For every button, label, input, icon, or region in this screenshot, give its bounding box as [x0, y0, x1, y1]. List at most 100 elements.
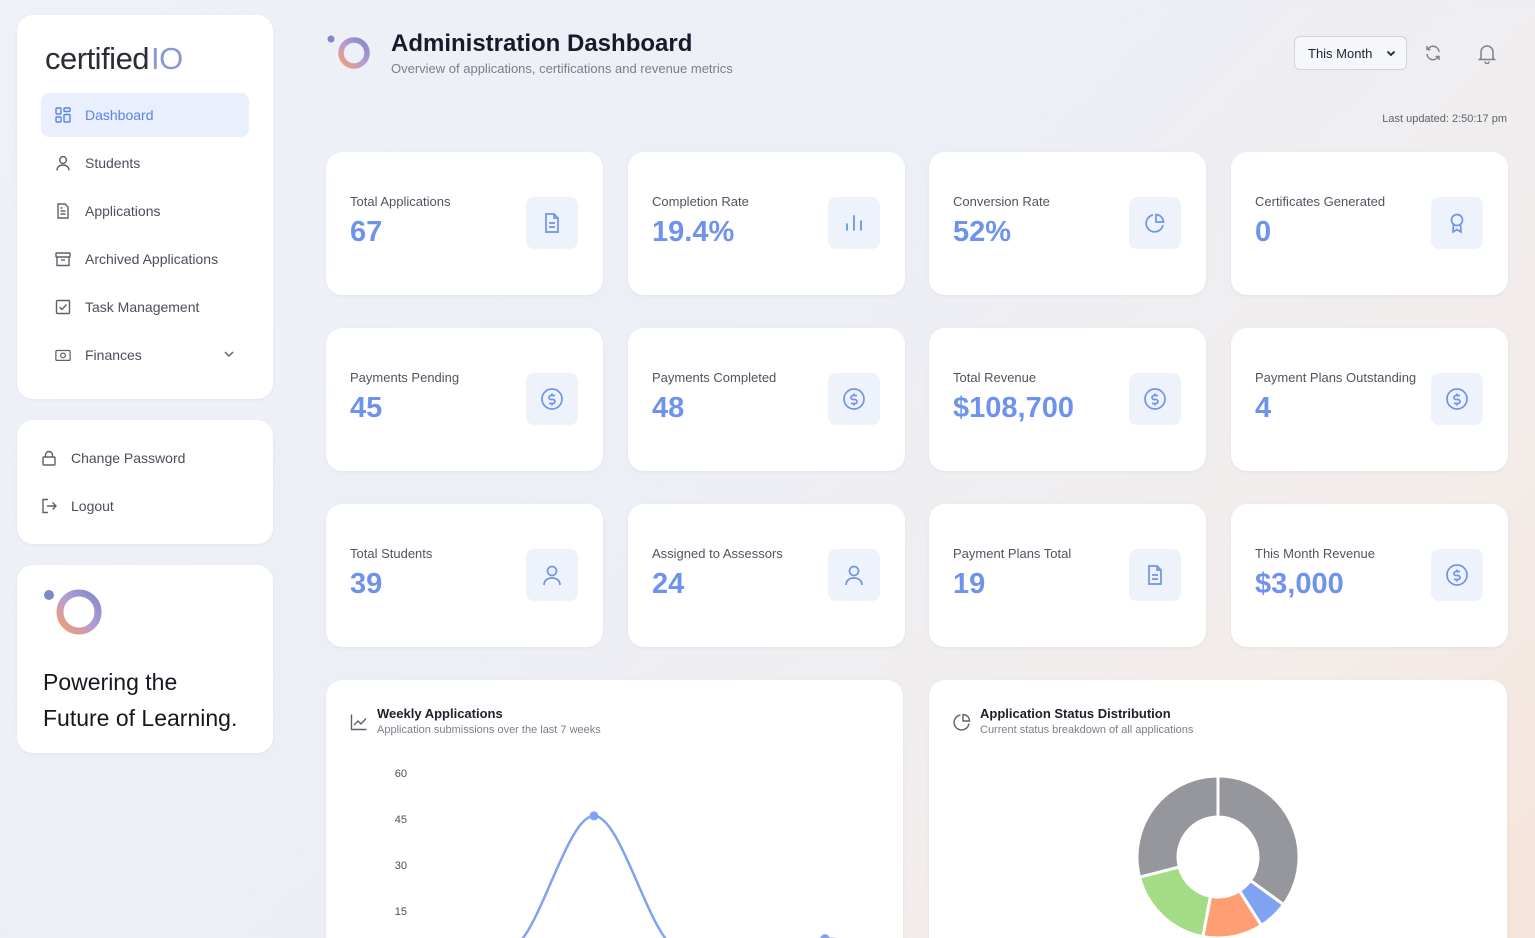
line-chart-icon: [350, 713, 368, 731]
dollar-icon: [526, 373, 578, 425]
data-point: [589, 811, 599, 821]
y-tick-label: 30: [395, 860, 407, 872]
stat-label: Payment Plans Total: [953, 546, 1072, 561]
chart-header: Weekly Applications Application submissi…: [350, 704, 879, 736]
archive-icon: [55, 251, 71, 267]
chart-subtitle: Application submissions over the last 7 …: [377, 724, 601, 736]
money-icon: [55, 347, 71, 363]
stat-value: 45: [350, 392, 383, 424]
change-password-link[interactable]: Change Password: [41, 434, 249, 482]
stat-label: Total Applications: [350, 194, 451, 209]
brand-logo[interactable]: certified IO: [45, 41, 249, 77]
stat-value: 0: [1255, 216, 1272, 248]
document-icon: [526, 197, 578, 249]
refresh-button[interactable]: [1421, 41, 1445, 65]
brand-mark-icon: [43, 587, 247, 644]
sidebar-item-applications[interactable]: Applications: [41, 189, 249, 233]
pie-slice: [1135, 774, 1220, 879]
page-subtitle: Overview of applications, certifications…: [391, 61, 733, 76]
stat-label: This Month Revenue: [1255, 546, 1375, 561]
pie-chart-icon: [1129, 197, 1181, 249]
period-select[interactable]: This Month: [1294, 36, 1407, 70]
sidebar-item-task-management[interactable]: Task Management: [41, 285, 249, 329]
sidebar-item-dashboard[interactable]: Dashboard: [41, 93, 249, 137]
stat-card-payments-pending: Payments Pending 45: [326, 328, 603, 471]
sidebar-item-label: Dashboard: [85, 107, 154, 123]
stat-label: Conversion Rate: [953, 194, 1050, 209]
chart-header: Application Status Distribution Current …: [953, 704, 1483, 736]
pie-slice: [1137, 865, 1213, 938]
stat-card-certificates-generated: Certificates Generated 0: [1231, 152, 1508, 295]
chart-title: Weekly Applications: [377, 706, 503, 721]
stat-card-total-applications: Total Applications 67: [326, 152, 603, 295]
promo-card: Powering the Future of Learning.: [17, 565, 273, 753]
period-select-value: This Month: [1308, 45, 1373, 61]
stat-value: 24: [652, 568, 685, 600]
account-menu: Change Password Logout: [17, 420, 273, 544]
chart-subtitle: Current status breakdown of all applicat…: [980, 724, 1194, 736]
stat-value: $3,000: [1255, 568, 1344, 600]
promo-tagline: Powering the Future of Learning.: [43, 664, 247, 736]
stat-value: $108,700: [953, 392, 1074, 424]
document-icon: [55, 203, 71, 219]
sidebar-item-finances[interactable]: Finances: [41, 333, 249, 377]
stat-card-completion-rate: Completion Rate 19.4%: [628, 152, 905, 295]
stat-value: 67: [350, 216, 383, 248]
chevron-down-icon[interactable]: [223, 347, 235, 363]
stat-label: Assigned to Assessors: [652, 546, 783, 561]
sidebar-item-label: Task Management: [85, 299, 200, 315]
document-icon: [1129, 549, 1181, 601]
stat-label: Payments Pending: [350, 370, 460, 385]
logout-label: Logout: [71, 498, 114, 514]
stat-card-conversion-rate: Conversion Rate 52%: [929, 152, 1206, 295]
stat-value: 19: [953, 568, 986, 600]
change-password-label: Change Password: [71, 450, 186, 466]
brand-name: certified: [45, 41, 150, 76]
user-icon: [55, 155, 71, 171]
bell-icon: [1477, 45, 1497, 64]
checkbox-icon: [55, 299, 71, 315]
status-distribution-card: Application Status Distribution Current …: [929, 680, 1507, 938]
stat-value: 4: [1255, 392, 1272, 424]
promo-line-2: Future of Learning.: [43, 705, 238, 731]
sidebar-item-students[interactable]: Students: [41, 141, 249, 185]
data-point: [820, 934, 830, 938]
sidebar-item-label: Archived Applications: [85, 251, 219, 267]
lock-icon: [41, 450, 57, 466]
chevron-down-icon: [1386, 46, 1396, 61]
notifications-button[interactable]: [1474, 40, 1500, 66]
stat-card-payments-completed: Payments Completed 48: [628, 328, 905, 471]
dollar-icon: [1129, 373, 1181, 425]
dollar-icon: [1431, 549, 1483, 601]
sidebar-item-archived-applications[interactable]: Archived Applications: [41, 237, 249, 281]
sidebar-item-label: Finances: [85, 347, 142, 363]
pie-slice: [1216, 774, 1301, 907]
last-updated: Last updated: 2:50:17 pm: [1382, 113, 1507, 125]
dollar-icon: [1431, 373, 1483, 425]
stat-value: 48: [652, 392, 685, 424]
bar-chart-icon: [828, 197, 880, 249]
stat-label: Certificates Generated: [1255, 194, 1386, 209]
stat-value: 52%: [953, 216, 1012, 248]
logout-icon: [41, 498, 57, 514]
nav-list: Dashboard Students Applications Archived…: [41, 93, 249, 377]
stat-value: 19.4%: [652, 216, 735, 248]
brand-suffix: IO: [151, 41, 183, 76]
stat-label: Payments Completed: [652, 370, 777, 385]
user-icon: [828, 549, 880, 601]
dollar-icon: [828, 373, 880, 425]
stat-label: Completion Rate: [652, 194, 749, 209]
weekly-applications-chart: 15 30 45 60: [395, 768, 837, 938]
grid-icon: [55, 107, 71, 123]
sidebar-item-label: Applications: [85, 203, 161, 219]
y-tick-label: 60: [395, 768, 407, 780]
stat-card-this-month-revenue: This Month Revenue $3,000: [1231, 504, 1508, 647]
promo-line-1: Powering the: [43, 669, 178, 695]
stat-label: Payment Plans Outstanding: [1255, 370, 1417, 385]
stat-card-total-students: Total Students 39: [326, 504, 603, 647]
weekly-applications-card: Weekly Applications Application submissi…: [326, 680, 903, 938]
sidebar-nav: certified IO Dashboard Students Applicati…: [17, 15, 273, 399]
award-icon: [1431, 197, 1483, 249]
logout-link[interactable]: Logout: [41, 482, 249, 530]
stat-card-total-revenue: Total Revenue $108,700: [929, 328, 1206, 471]
